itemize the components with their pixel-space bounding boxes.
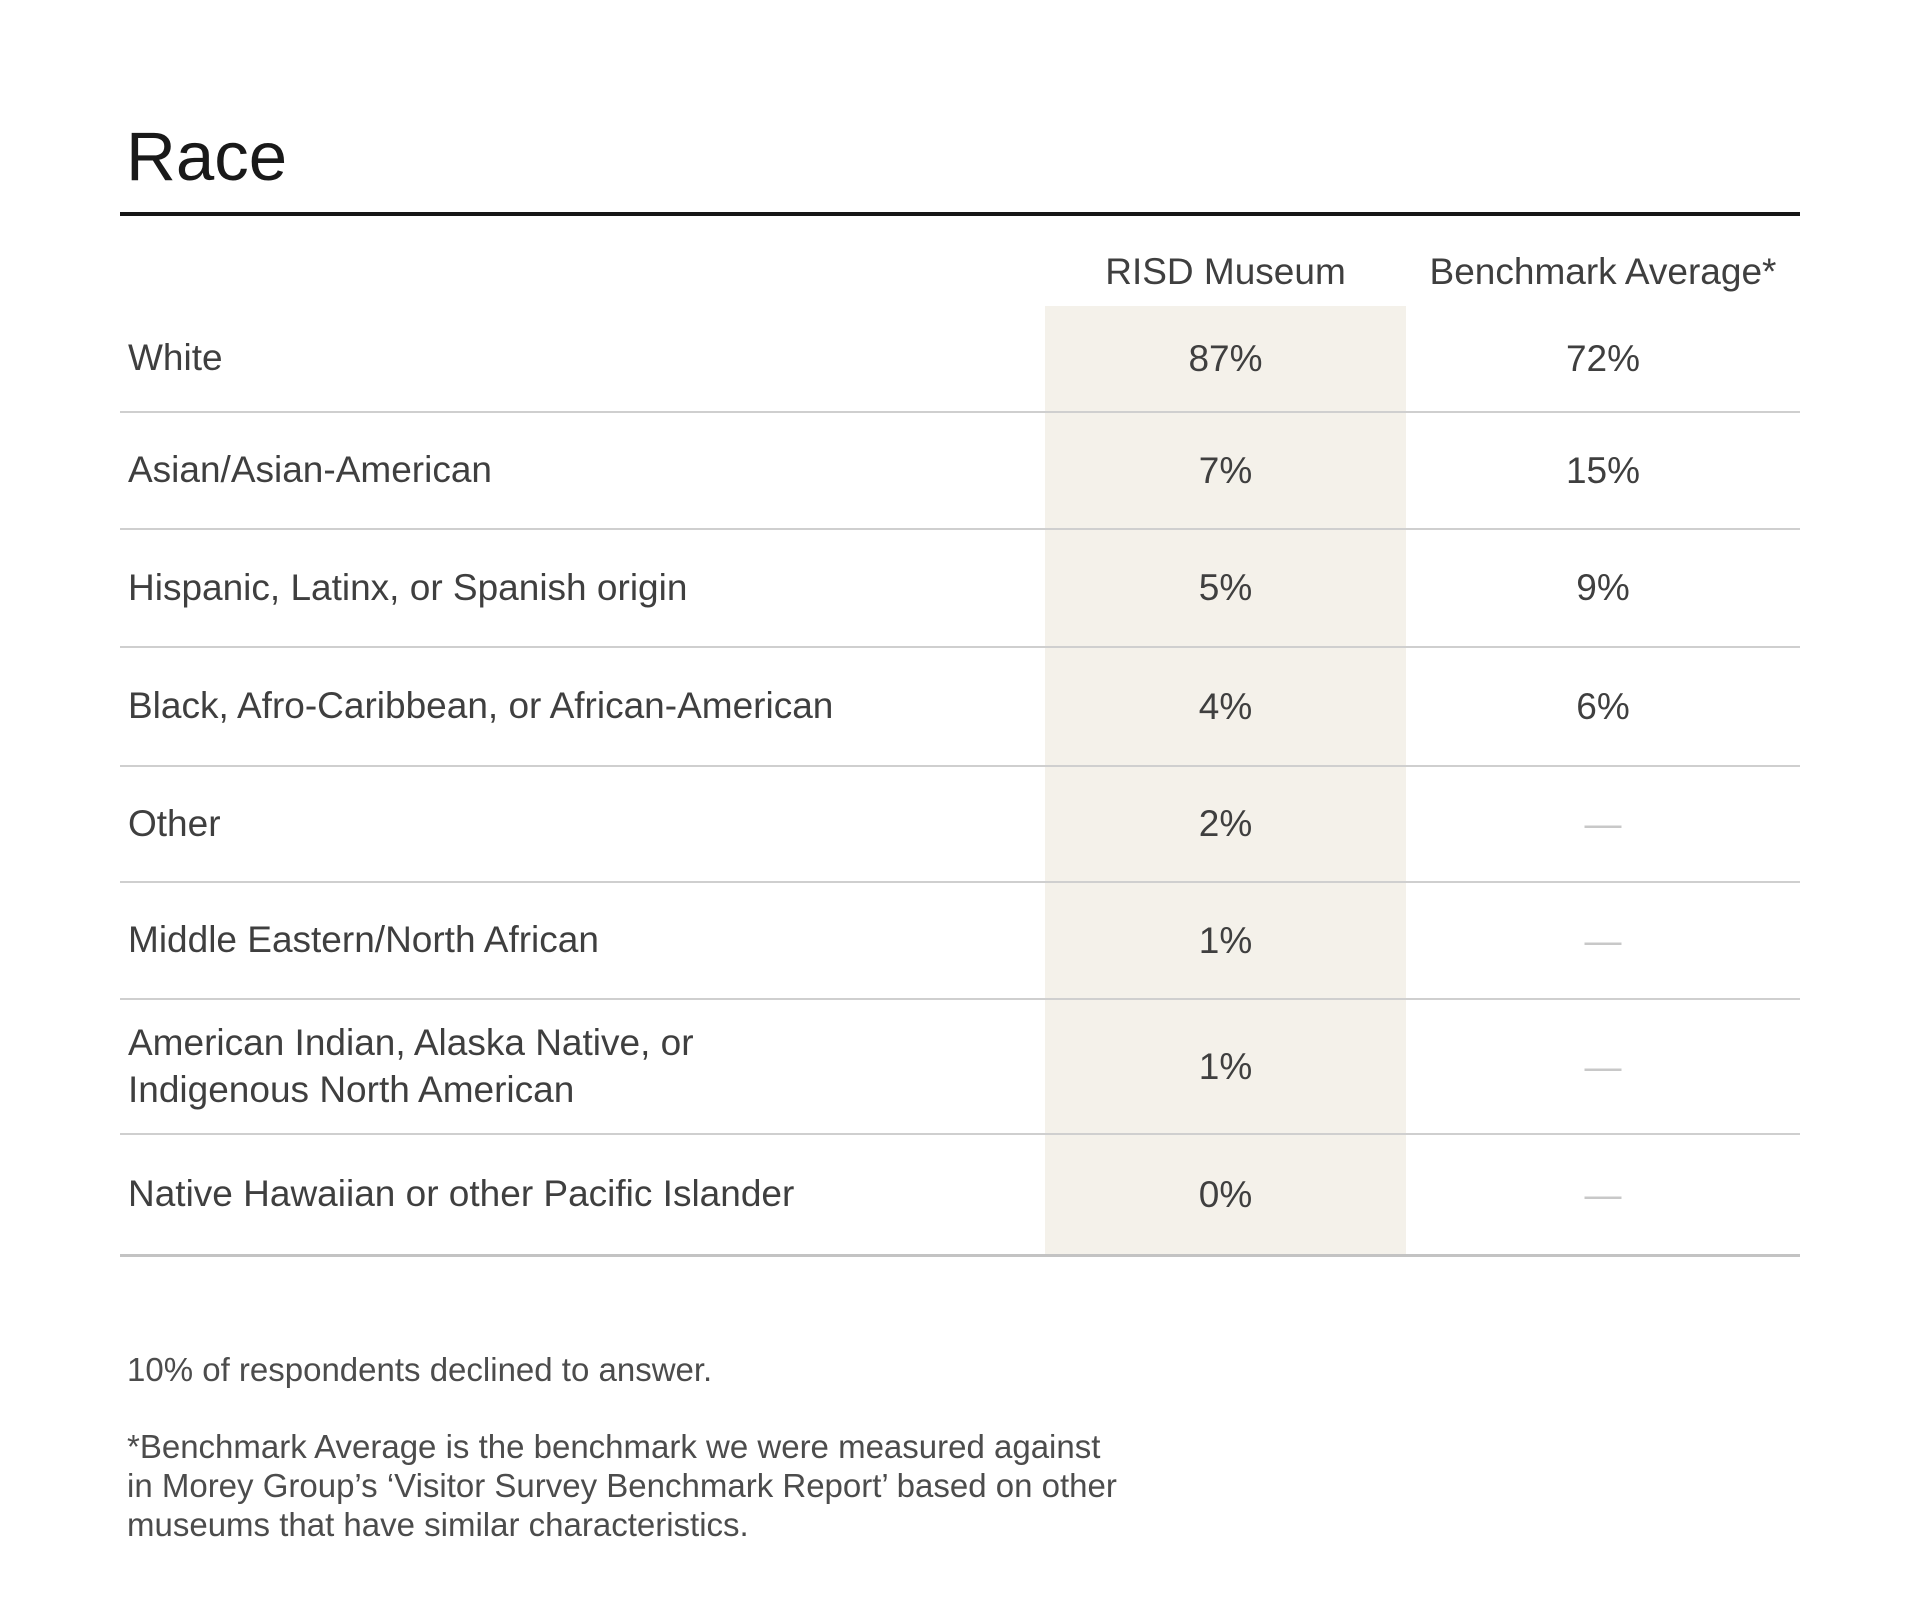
table-row-hispanic: Hispanic, Latinx, or Spanish origin 5% 9… [120, 530, 1800, 648]
table-row-white: White 87% 72% [120, 306, 1800, 413]
table-row-black: Black, Afro-Caribbean, or African-Americ… [120, 648, 1800, 767]
risd-value: 2% [1045, 767, 1406, 881]
row-label: White [128, 337, 223, 379]
table-row-american-indian: American Indian, Alaska Native, or Indig… [120, 1000, 1800, 1135]
row-label: Middle Eastern/North African [128, 919, 599, 961]
benchmark-value: 9% [1576, 567, 1630, 608]
title-divider [120, 212, 1800, 216]
table-header-row: RISD Museum Benchmark Average* [120, 216, 1800, 306]
risd-value: 4% [1045, 648, 1406, 765]
row-label: Asian/Asian-American [128, 449, 492, 491]
benchmark-value: 15% [1565, 449, 1641, 491]
benchmark-value: — [1584, 1045, 1622, 1087]
row-label: Black, Afro-Caribbean, or African-Americ… [128, 685, 834, 727]
benchmark-value: — [1584, 803, 1622, 844]
row-label: Native Hawaiian or other Pacific Islande… [128, 1173, 795, 1215]
row-label: Hispanic, Latinx, or Spanish origin [128, 566, 688, 608]
risd-value: 1% [1045, 883, 1406, 998]
risd-value: 7% [1045, 413, 1406, 528]
note-benchmark-definition: *Benchmark Average is the benchmark we w… [127, 1428, 1117, 1543]
page-title: Race [126, 118, 288, 195]
header-spacer [120, 216, 1045, 306]
table-row-middle-eastern: Middle Eastern/North African 1% — [120, 883, 1800, 1000]
table-row-native-hawaiian: Native Hawaiian or other Pacific Islande… [120, 1135, 1800, 1257]
risd-value: 5% [1045, 530, 1406, 646]
risd-value: 0% [1045, 1135, 1406, 1254]
risd-value: 1% [1045, 1000, 1406, 1133]
row-label: Other [128, 802, 221, 844]
footnotes: 10% of respondents declined to answer. *… [127, 1350, 1127, 1544]
race-table: RISD Museum Benchmark Average* White 87%… [120, 216, 1800, 1257]
benchmark-value: 72% [1565, 337, 1641, 379]
table-row-asian: Asian/Asian-American 7% 15% [120, 413, 1800, 530]
note-declined: 10% of respondents declined to answer. [127, 1351, 713, 1388]
table-row-other: Other 2% — [120, 767, 1800, 883]
column-header-risd-museum: RISD Museum [1105, 251, 1346, 292]
row-label: American Indian, Alaska Native, or Indig… [128, 1022, 694, 1110]
benchmark-value: — [1584, 1173, 1622, 1215]
risd-value: 87% [1045, 306, 1406, 411]
benchmark-value: 6% [1576, 685, 1630, 727]
column-header-benchmark-average: Benchmark Average* [1429, 251, 1777, 292]
benchmark-value: — [1584, 919, 1622, 961]
